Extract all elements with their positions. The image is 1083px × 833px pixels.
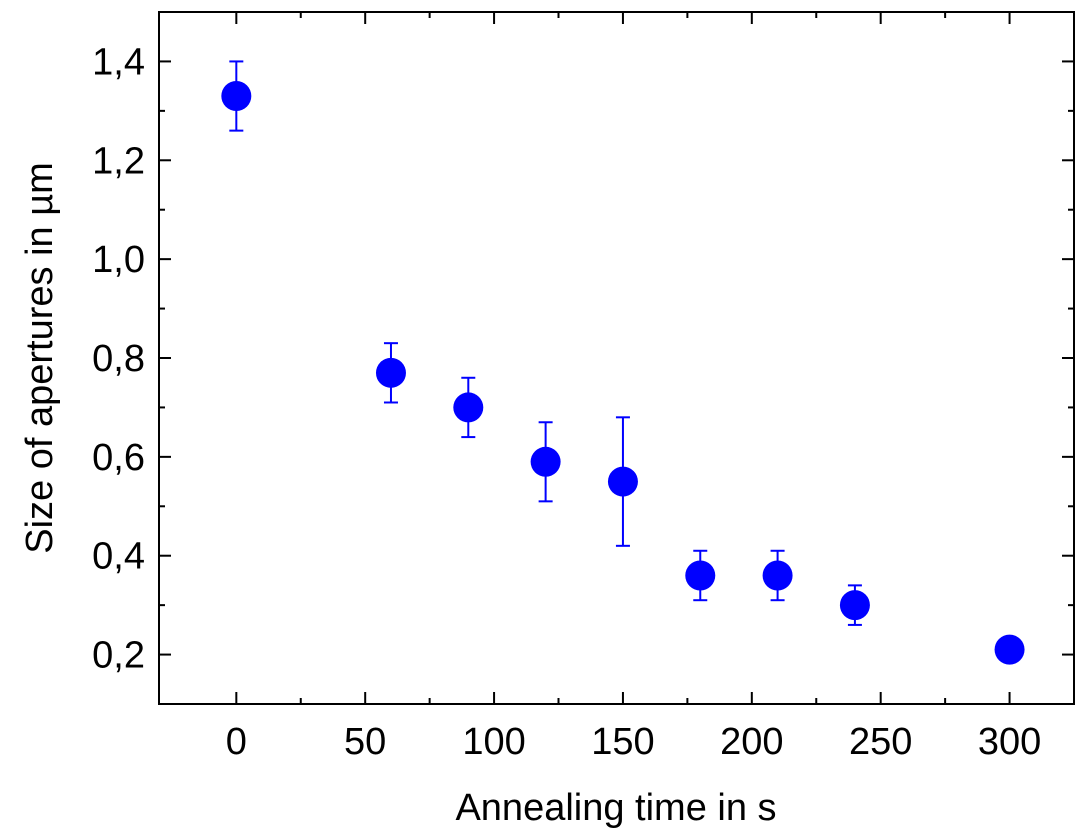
y-tick-label: 0,6 (92, 437, 145, 479)
x-tick-label: 200 (720, 721, 783, 763)
data-point (375, 357, 406, 388)
y-tick-label: 0,8 (92, 338, 145, 380)
x-axis-label: Annealing time in s (455, 787, 776, 829)
x-tick-label: 0 (226, 721, 247, 763)
data-point (994, 634, 1025, 665)
y-tick-label: 0,2 (92, 635, 145, 677)
data-point (221, 81, 252, 112)
x-tick-label: 300 (978, 721, 1041, 763)
y-tick-label: 1,4 (92, 41, 145, 83)
x-axis-ticks (235, 12, 1011, 704)
data-points (221, 81, 1025, 665)
error-bars (229, 60, 862, 626)
x-tick-label: 50 (344, 721, 386, 763)
y-axis-tick-labels: 0,2 0,4 0,6 0,8 1,0 1,2 1,4 (92, 41, 145, 676)
data-point (839, 590, 870, 621)
x-tick-label: 100 (462, 721, 525, 763)
data-point (762, 560, 793, 591)
plot-frame (158, 11, 1075, 705)
data-point (530, 446, 561, 477)
x-axis-tick-labels: 0 50 100 150 200 250 300 (226, 721, 1042, 763)
y-tick-label: 1,2 (92, 140, 145, 182)
x-tick-label: 250 (849, 721, 912, 763)
y-tick-label: 1,0 (92, 239, 145, 281)
data-point (453, 392, 484, 423)
y-tick-label: 0,4 (92, 536, 145, 578)
data-point (607, 466, 638, 497)
x-tick-label: 150 (591, 721, 654, 763)
y-axis-label: Size of apertures in µm (19, 162, 61, 554)
y-axis-ticks (159, 60, 1074, 656)
data-point (685, 560, 716, 591)
